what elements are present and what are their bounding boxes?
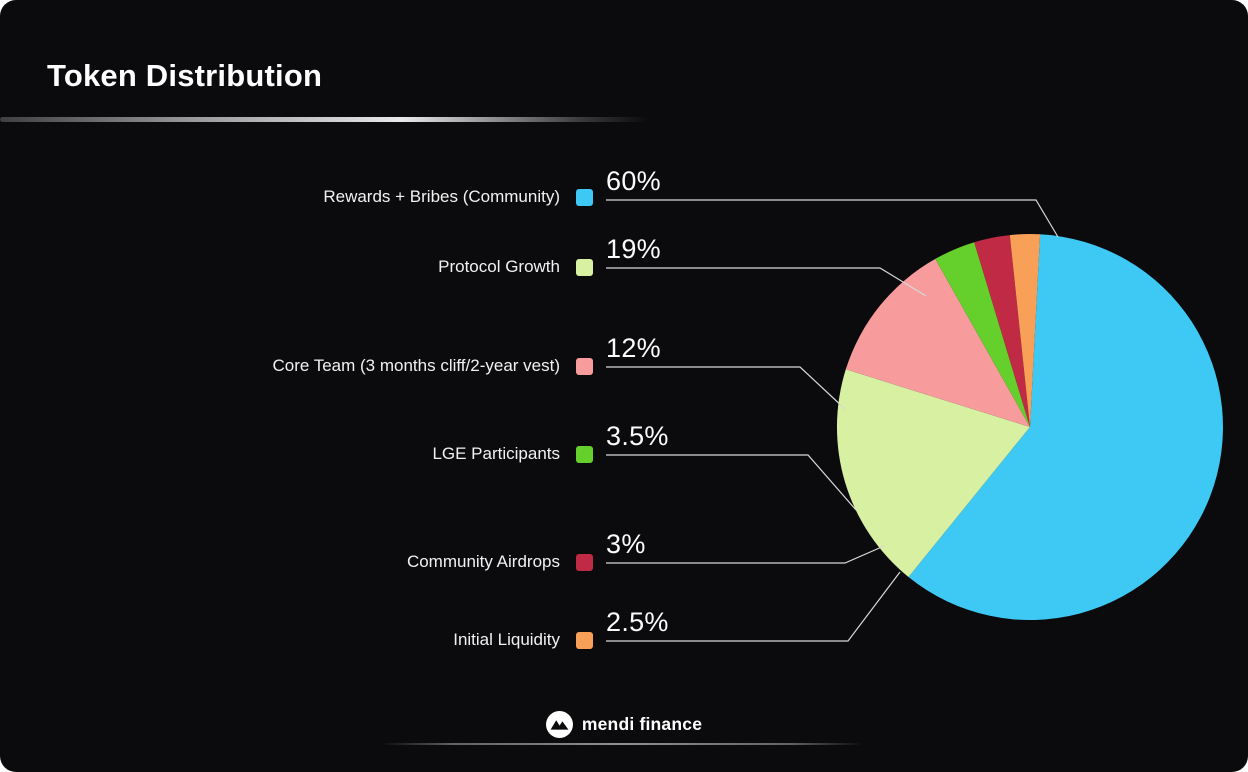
mendi-logo-icon <box>545 711 573 738</box>
legend-label: Protocol Growth <box>438 257 560 276</box>
pie-slice-3 <box>935 242 1030 427</box>
legend-label: Core Team (3 months cliff/2-year vest) <box>272 356 560 375</box>
footer-brand: mendi finance <box>0 711 1248 738</box>
leader-line-lge-participants <box>606 454 857 511</box>
page-title: Token Distribution <box>47 58 323 93</box>
leader-line-core-team <box>606 366 846 410</box>
legend-row-lge-participants: LGE Participants <box>0 437 593 471</box>
leader-line-rewards <box>606 199 1059 238</box>
legend-label: Community Airdrops <box>406 552 560 571</box>
leader-line-protocol-growth <box>606 267 927 297</box>
percent-value-initial-liquidity: 2.5% <box>606 607 669 637</box>
legend-swatch <box>576 631 593 649</box>
pie-slice-1 <box>836 369 1030 577</box>
percent-value-community-airdrops: 3% <box>606 529 646 559</box>
pie-chart <box>836 234 1223 621</box>
legend-swatch <box>576 188 593 206</box>
legend-swatch <box>576 357 593 375</box>
legend-swatch <box>576 258 593 276</box>
legend-label: Initial Liquidity <box>453 630 560 649</box>
percent-value-protocol-growth: 19% <box>606 234 661 264</box>
percent-value-lge-participants: 3.5% <box>606 421 669 451</box>
leader-line-community-airdrops <box>606 545 885 564</box>
brand-name: mendi finance <box>581 714 703 734</box>
pie-slice-4 <box>974 235 1030 427</box>
footer-divider <box>381 743 863 745</box>
legend-row-community-airdrops: Community Airdrops <box>0 545 593 579</box>
pie-slice-2 <box>845 258 1030 427</box>
legend-row-core-team: Core Team (3 months cliff/2-year vest) <box>0 349 593 383</box>
percent-value-rewards: 60% <box>606 166 661 196</box>
percent-value-core-team: 12% <box>606 333 661 363</box>
legend-row-protocol-growth: Protocol Growth <box>0 250 593 284</box>
legend-row-rewards: Rewards + Bribes (Community) <box>0 180 593 214</box>
legend-label: Rewards + Bribes (Community) <box>323 187 560 206</box>
legend-row-initial-liquidity: Initial Liquidity <box>0 623 593 657</box>
legend-swatch <box>576 553 593 571</box>
legend-swatch <box>576 445 593 463</box>
pie-slice-5 <box>1009 234 1041 427</box>
legend-label: LGE Participants <box>432 444 560 463</box>
title-divider <box>0 117 648 122</box>
leader-lines <box>606 199 1059 642</box>
pie-slice-0 <box>908 234 1223 621</box>
leader-line-initial-liquidity <box>606 571 901 642</box>
